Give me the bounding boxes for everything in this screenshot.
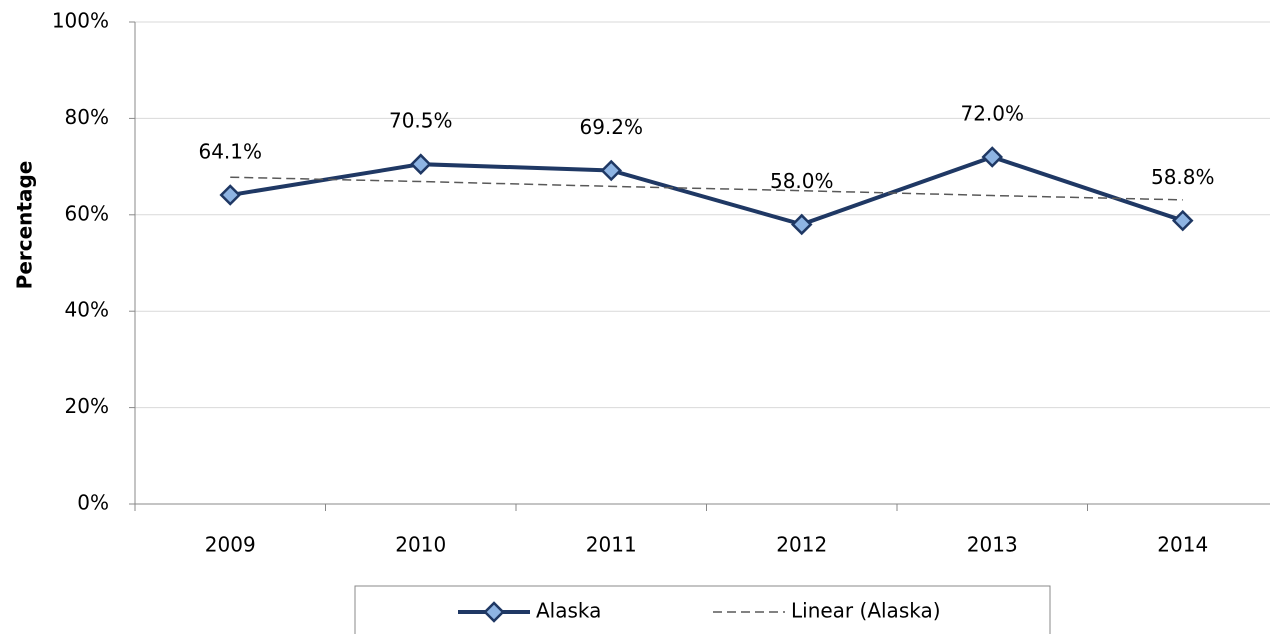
x-tick-label: 2010 — [395, 533, 446, 557]
legend-label: Alaska — [536, 599, 601, 623]
data-label: 69.2% — [579, 115, 643, 139]
data-point — [600, 159, 623, 182]
data-point — [1171, 209, 1194, 232]
x-tick-label: 2009 — [205, 533, 256, 557]
trend-line — [230, 176, 1183, 201]
data-point — [790, 213, 813, 236]
y-tick-label: 100% — [52, 9, 109, 33]
legend-marker — [483, 601, 505, 623]
y-tick-label: 40% — [65, 298, 109, 322]
data-label: 58.0% — [770, 169, 834, 193]
data-point — [981, 146, 1004, 168]
y-axis-title: Percentage — [13, 161, 37, 290]
legend-label: Linear (Alaska) — [791, 599, 941, 623]
y-tick-label: 80% — [65, 105, 109, 129]
data-label: 64.1% — [198, 140, 262, 164]
x-tick-label: 2014 — [1157, 533, 1208, 557]
data-point — [409, 153, 432, 175]
y-tick-label: 0% — [77, 491, 109, 515]
data-label: 72.0% — [960, 101, 1024, 125]
data-label: 58.8% — [1151, 165, 1215, 189]
y-tick-label: 20% — [65, 394, 109, 418]
data-point — [219, 184, 242, 206]
x-tick-label: 2011 — [586, 533, 637, 557]
x-tick-label: 2013 — [967, 533, 1018, 557]
data-label: 70.5% — [389, 109, 453, 133]
x-tick-label: 2012 — [776, 533, 827, 557]
series-line — [229, 154, 1184, 227]
y-tick-label: 60% — [65, 201, 109, 225]
